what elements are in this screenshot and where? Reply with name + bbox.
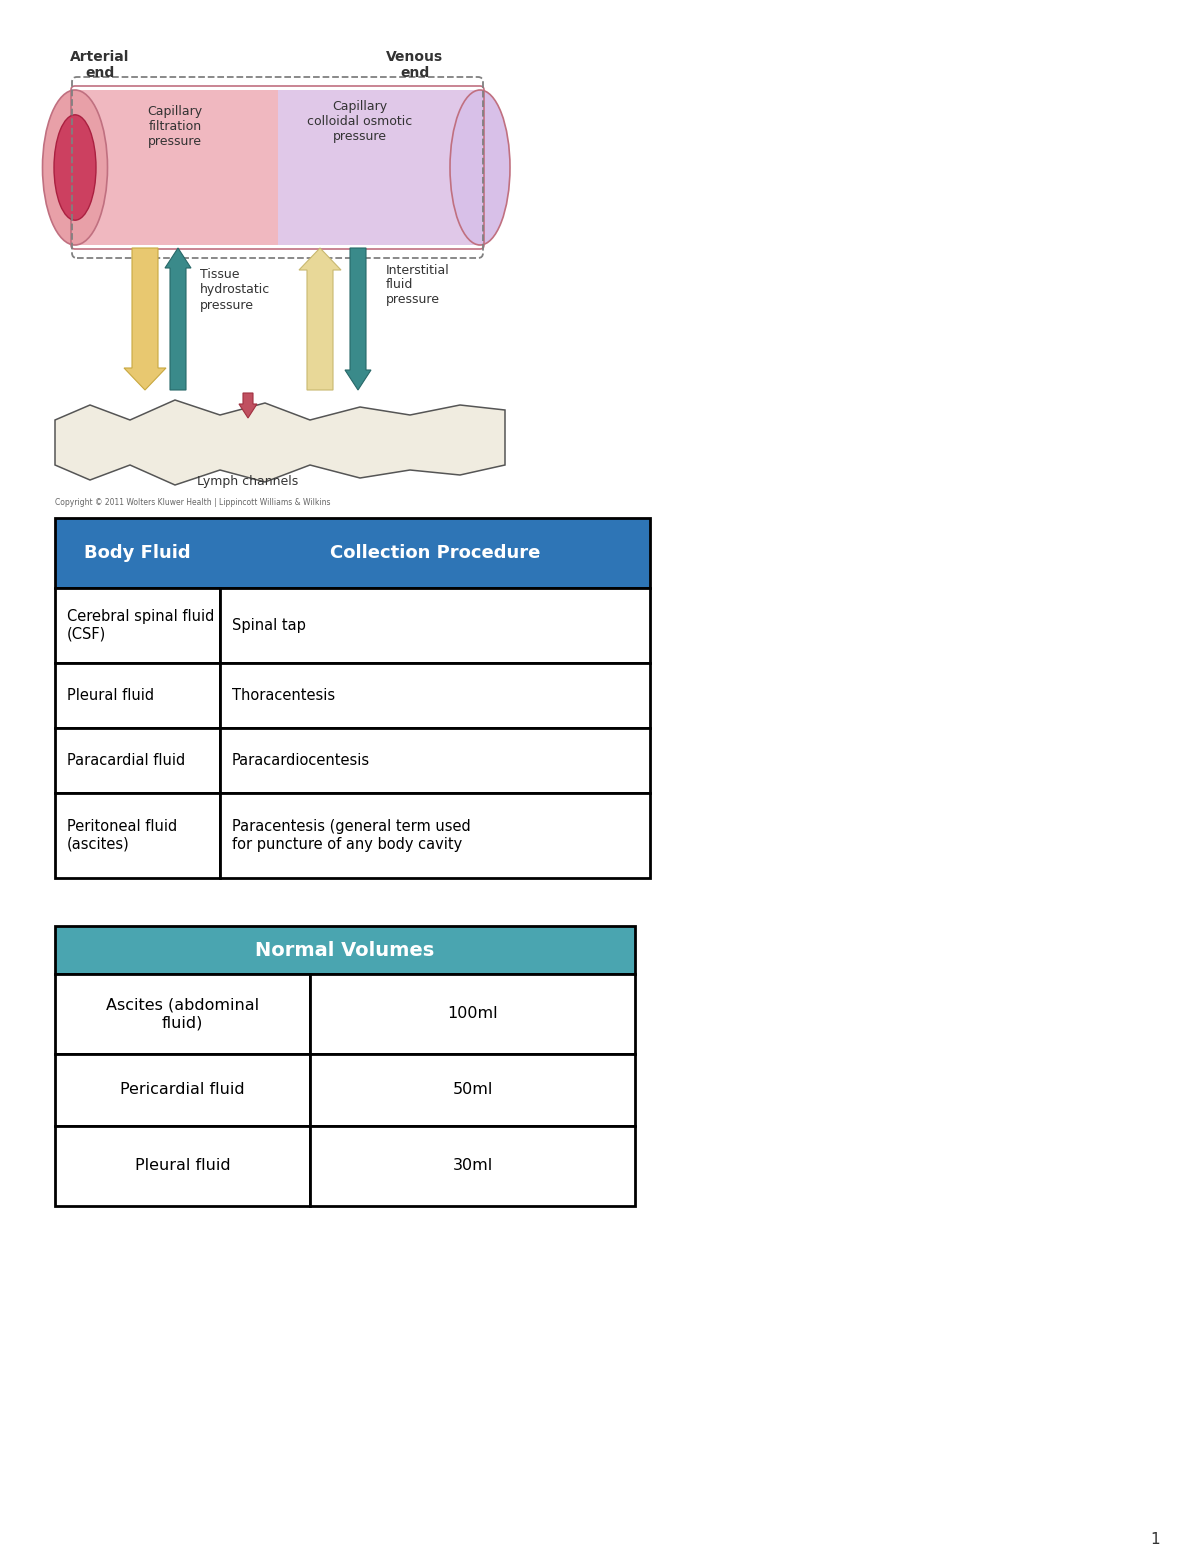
Ellipse shape [54,115,96,221]
Text: Paracardiocentesis: Paracardiocentesis [232,753,370,769]
Text: Pleural fluid: Pleural fluid [67,688,154,704]
Bar [220,794,650,877]
Bar [277,90,480,245]
FancyArrow shape [299,248,341,390]
Polygon shape [55,401,505,485]
Text: Paracardial fluid: Paracardial fluid [67,753,185,769]
Text: Venous
end: Venous end [386,50,444,81]
Text: Arterial
end: Arterial end [71,50,130,81]
Bar [74,90,277,245]
Bar [55,974,310,1054]
Bar [55,1054,310,1126]
Text: 50ml: 50ml [452,1082,493,1098]
Bar [55,519,650,589]
Bar [55,794,220,877]
Bar [55,926,635,974]
FancyArrow shape [124,248,166,390]
Text: Copyright © 2011 Wolters Kluwer Health | Lippincott Williams & Wilkins: Copyright © 2011 Wolters Kluwer Health |… [55,499,330,506]
Text: Collection Procedure: Collection Procedure [330,544,540,562]
Text: Pericardial fluid: Pericardial fluid [120,1082,245,1098]
Bar [55,1126,310,1207]
Text: Peritoneal fluid
(ascites): Peritoneal fluid (ascites) [67,820,178,851]
Bar [55,589,220,663]
Bar [220,663,650,728]
Text: 100ml: 100ml [448,1006,498,1022]
Ellipse shape [450,90,510,245]
Text: Capillary
colloidal osmotic
pressure: Capillary colloidal osmotic pressure [307,99,413,143]
Bar [220,589,650,663]
Text: Capillary
filtration
pressure: Capillary filtration pressure [148,106,203,148]
FancyArrow shape [346,248,371,390]
FancyArrow shape [166,248,191,390]
Bar [55,663,220,728]
Bar [310,974,635,1054]
Text: Spinal tap: Spinal tap [232,618,306,634]
Text: Interstitial
fluid
pressure: Interstitial fluid pressure [386,264,450,306]
Ellipse shape [42,90,108,245]
Text: Normal Volumes: Normal Volumes [256,941,434,960]
Bar [310,1126,635,1207]
Bar [55,728,220,794]
Text: 30ml: 30ml [452,1159,493,1174]
Bar [310,1054,635,1126]
Text: Lymph channels: Lymph channels [197,475,299,488]
Text: Cerebral spinal fluid
(CSF): Cerebral spinal fluid (CSF) [67,609,215,641]
Text: Ascites (abdominal
fluid): Ascites (abdominal fluid) [106,997,259,1030]
Text: Tissue
hydrostatic
pressure: Tissue hydrostatic pressure [200,269,270,312]
Text: Paracentesis (general term used
for puncture of any body cavity: Paracentesis (general term used for punc… [232,820,470,851]
Text: Pleural fluid: Pleural fluid [134,1159,230,1174]
Text: Thoracentesis: Thoracentesis [232,688,335,704]
Text: 1: 1 [1150,1533,1160,1547]
Text: Body Fluid: Body Fluid [84,544,191,562]
FancyArrow shape [239,393,257,418]
Bar [220,728,650,794]
